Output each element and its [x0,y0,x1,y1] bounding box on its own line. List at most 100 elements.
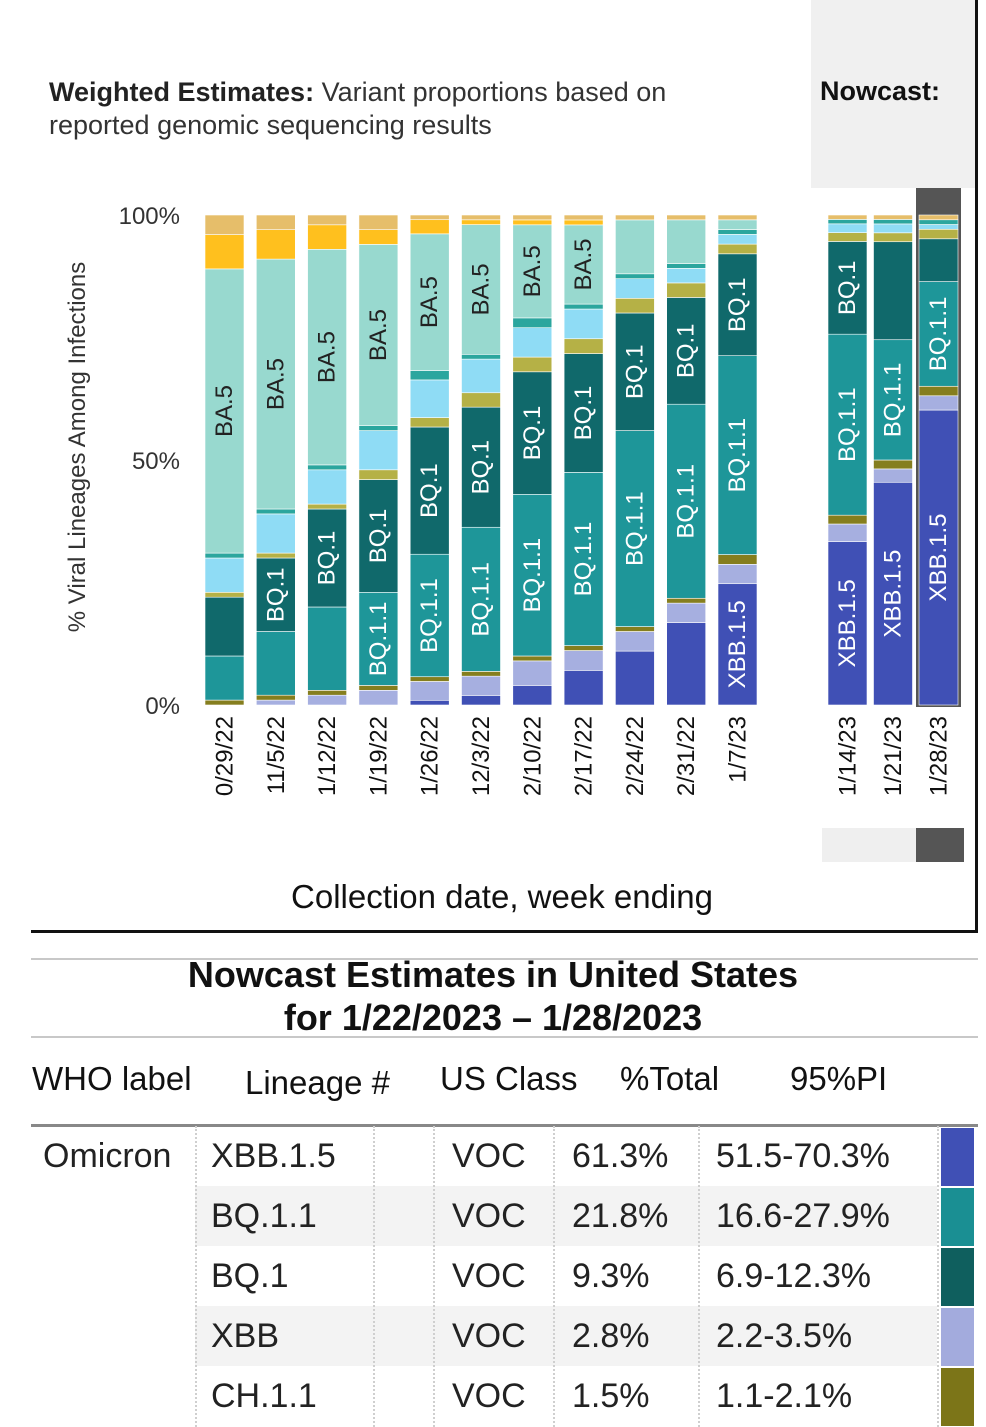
bar-segment [918,224,959,230]
bar-label: BA.5 [262,358,289,410]
x-tick-label: 2/31/22 [673,716,700,796]
x-axis-title: Collection date, week ending [291,878,713,915]
lineage-cell: XBB.1.5 [211,1137,336,1175]
bar-segment [873,481,913,706]
bar-segment [615,219,655,275]
bar-segment [827,514,868,525]
bar-segment [409,417,450,428]
lineage-color-swatch [941,1308,974,1366]
bar-segment [461,354,501,360]
bar-segment [409,699,450,706]
bar-label: BQ.1.1 [925,297,952,372]
bar-segment [873,459,913,470]
bar-segment [827,541,868,706]
bar-segment [873,223,913,234]
pi-cell: 6.9-12.3% [716,1257,871,1295]
bar-label: BQ.1.1 [673,464,700,539]
bar-segment [615,214,655,221]
lineage-cell: BQ.1 [211,1257,289,1295]
column-divider [937,1126,939,1427]
bar-label: BQ.1 [519,406,546,461]
bar-label: BQ.1.1 [834,387,861,462]
pi-cell: 2.2-3.5% [716,1317,853,1355]
bar-segment [409,214,450,221]
bar-segment [615,312,655,431]
bar-segment [873,468,913,483]
bar-segment [358,229,399,245]
column-divider [433,1126,435,1427]
bar-segment [615,430,655,627]
bar-segment [563,308,604,340]
bar-segment [204,557,245,593]
bar-label: BQ.1 [621,344,648,399]
bar-segment [827,223,868,233]
weighted-estimates-description: Variant proportions based on reported ge… [49,77,667,140]
table-header-rule [31,1124,978,1127]
column-divider [698,1126,700,1427]
bar-label: BQ.1 [724,277,751,332]
table-row: XBB.1.5 VOC 61.3% 51.5-70.3% [195,1126,937,1186]
x-tick-label: 1/21/23 [880,716,907,796]
bar-segment [615,297,655,314]
y-tick-label: 0% [145,693,180,720]
total-cell: 21.8% [572,1197,669,1235]
bar-label: BQ.1.1 [880,363,907,438]
bar-segment [563,214,604,221]
bar-label: XBB.1.5 [724,600,751,688]
bar-segment [918,395,959,411]
bar-segment [666,219,707,264]
bar-segment [409,681,450,701]
bar-segment [307,508,347,608]
bar-segment [717,564,758,585]
bar-segment [358,591,399,686]
bar-segment [918,385,959,397]
bar-segment [409,219,450,235]
bar-segment [615,650,655,706]
column-divider [553,1126,555,1427]
bar-segment [512,224,553,319]
bar-segment [827,232,868,242]
bar-segment [666,597,707,604]
table-row: BQ.1 VOC 9.3% 6.9-12.3% [195,1246,937,1306]
bar-segment [461,358,501,394]
bar-label: BQ.1.1 [621,491,648,566]
total-cell: 61.3% [572,1137,669,1175]
bar-segment [307,469,347,505]
column-header-95pi: 95%PI [790,1060,888,1097]
bar-label: BQ.1 [416,463,443,518]
bar-segment [255,694,296,701]
bar-segment [307,464,347,471]
column-divider [195,1126,197,1427]
bar-segment [873,339,913,461]
bar-segment [717,554,758,565]
table-row: CH.1.1 VOC 1.5% 1.1-2.1% [195,1366,937,1426]
column-divider [373,1126,375,1427]
bar-segment [358,425,399,431]
x-tick-label: 2/17/22 [571,716,598,796]
bar-segment [204,655,245,701]
bar-label: BA.5 [570,238,597,290]
bar-segment [666,268,707,284]
bar-segment [512,655,553,662]
table-top-rule [31,958,978,960]
bar-segment [461,695,501,706]
table-row: XBB VOC 2.8% 2.2-3.5% [195,1306,937,1366]
bar-segment [461,224,501,355]
bar-segment [512,327,553,358]
bar-segment [666,263,707,269]
bar-segment [827,219,868,225]
bar-segment [918,219,959,225]
bar-segment [512,356,553,373]
bar-label: BQ.1 [834,260,861,315]
bar-segment [461,214,501,221]
bar-segment [717,253,758,356]
bar-segment [918,214,959,221]
lineage-color-swatch [941,1128,974,1186]
bar-segment [255,552,296,559]
bar-label: BQ.1.1 [519,538,546,613]
bar-segment [827,523,868,542]
bar-segment [512,660,553,686]
bar-label: BQ.1 [468,440,495,495]
bar-segment [307,214,347,226]
total-cell: 1.5% [572,1377,650,1415]
